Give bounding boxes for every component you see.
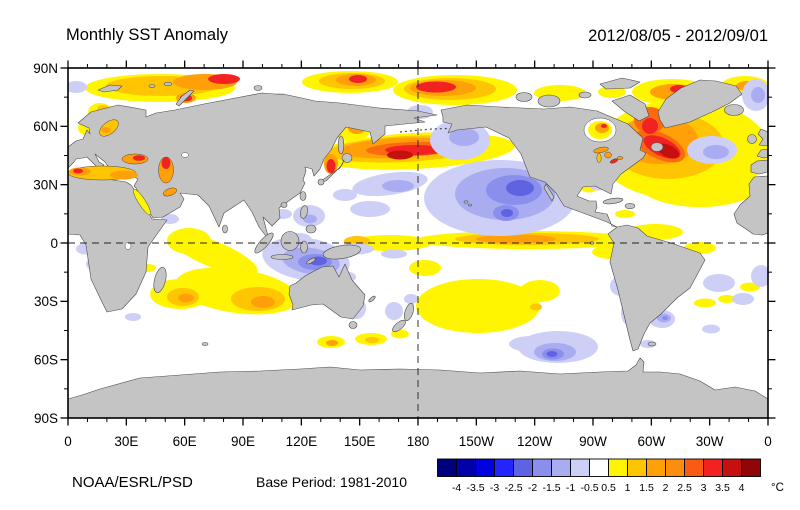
lon-tick-label: 0 bbox=[764, 434, 772, 449]
colorbar-cell bbox=[513, 458, 533, 477]
colorbar-cell bbox=[608, 458, 628, 477]
lon-tick-label: 60E bbox=[173, 434, 197, 449]
colorbar-tick-label: 1.5 bbox=[639, 482, 654, 494]
greenland-landmass bbox=[657, 79, 743, 129]
colorbar-cell bbox=[646, 458, 666, 477]
persian-gulf bbox=[163, 187, 177, 197]
colorbar-tick-label: 3 bbox=[701, 482, 707, 494]
baja-peninsula bbox=[543, 183, 555, 202]
colorbar-tick-label: -3 bbox=[490, 482, 499, 494]
lat-tick-label: 60N bbox=[33, 119, 58, 134]
colorbar-cell bbox=[665, 458, 685, 477]
inland-seas-layer bbox=[68, 117, 624, 250]
colorbar-cell bbox=[475, 458, 495, 477]
colorbar-cell bbox=[627, 458, 647, 477]
colorbar-cell bbox=[456, 458, 476, 477]
colorbar-tick-label: 2 bbox=[663, 482, 669, 494]
lon-tick-label: 90W bbox=[579, 434, 607, 449]
credit-label: NOAA/ESRL/PSD bbox=[72, 474, 193, 491]
lon-tick-label: 150E bbox=[344, 434, 376, 449]
lat-tick-label: 30N bbox=[33, 177, 58, 192]
antarctica-landmass bbox=[68, 357, 768, 418]
lon-tick-label: 60W bbox=[637, 434, 665, 449]
lon-tick-label: 120W bbox=[517, 434, 553, 449]
colorbar-tick-label: -2.5 bbox=[504, 482, 522, 494]
page-title: Monthly SST Anomaly bbox=[66, 26, 229, 44]
lon-tick-label: 30W bbox=[696, 434, 724, 449]
lon-tick-label: 180 bbox=[407, 434, 430, 449]
colorbar-cell bbox=[684, 458, 704, 477]
warm-anomaly-layer bbox=[78, 71, 768, 382]
axis-ticks bbox=[60, 60, 776, 426]
south-america-landmass bbox=[607, 224, 706, 352]
lat-tick-label: 90N bbox=[33, 61, 58, 76]
colorbar: -4 -3.5 -3 -2.5 -2 -1.5 -1 -0.5 0.5 1 1.5 2 2.5 3 3.5 4 bbox=[437, 458, 761, 494]
west-africa-right-edge bbox=[733, 175, 768, 236]
uk-right-edge bbox=[757, 128, 768, 147]
australia-landmass bbox=[288, 263, 366, 320]
red-sea bbox=[133, 189, 151, 215]
lon-tick-label: 150W bbox=[459, 434, 495, 449]
colorbar-cell bbox=[551, 458, 571, 477]
lat-tick-label: 0 bbox=[50, 236, 58, 251]
base-period-label: Base Period: 1981-2010 bbox=[256, 474, 407, 490]
lon-tick-label: 120E bbox=[286, 434, 318, 449]
colorbar-cell bbox=[589, 458, 609, 477]
france-right-edge bbox=[756, 148, 768, 159]
iberia-right-edge bbox=[750, 159, 768, 175]
colorbar-tick-label: -0.5 bbox=[580, 482, 598, 494]
colorbar-cell bbox=[437, 458, 457, 477]
lat-tick-label: 90S bbox=[34, 411, 58, 426]
lon-tick-label: 0 bbox=[64, 434, 72, 449]
colorbar-tick-label: -3.5 bbox=[466, 482, 484, 494]
colorbar-tick-label: 1 bbox=[625, 482, 631, 494]
great-lakes bbox=[593, 146, 624, 164]
lon-tick-label: 90E bbox=[231, 434, 255, 449]
colorbar-cell bbox=[532, 458, 552, 477]
colorbar-tick-label: -4 bbox=[452, 482, 461, 494]
colorbar-cell bbox=[570, 458, 590, 477]
axis-tick-labels: 0 30E 60E 90E 120E 150E 180 150W 120W 90W 60W 30W 09… bbox=[33, 61, 772, 449]
colorbar-tick-label: -2 bbox=[528, 482, 537, 494]
colorbar-unit-label: °C bbox=[771, 482, 784, 494]
map-plot-area bbox=[68, 68, 768, 418]
colorbar-tick-label: 0.5 bbox=[601, 482, 616, 494]
aral-sea bbox=[181, 152, 189, 158]
colorbar-tick-label: 4 bbox=[739, 482, 745, 494]
colorbar-tick-label: -1.5 bbox=[542, 482, 560, 494]
land-layer bbox=[68, 77, 768, 418]
colorbar-cell bbox=[703, 458, 723, 477]
date-range-label: 2012/08/05 - 2012/09/01 bbox=[588, 27, 768, 45]
lat-tick-label: 30S bbox=[34, 294, 58, 309]
colorbar-tick-label: 2.5 bbox=[677, 482, 692, 494]
lake-victoria bbox=[124, 242, 132, 250]
colorbar-cell bbox=[494, 458, 514, 477]
colorbar-cell bbox=[722, 458, 742, 477]
lat-tick-label: 60S bbox=[34, 352, 58, 367]
colorbar-tick-label: 3.5 bbox=[715, 482, 730, 494]
colorbar-tick-label: -1 bbox=[566, 482, 575, 494]
lon-tick-label: 30E bbox=[114, 434, 138, 449]
colorbar-cell bbox=[741, 458, 761, 477]
